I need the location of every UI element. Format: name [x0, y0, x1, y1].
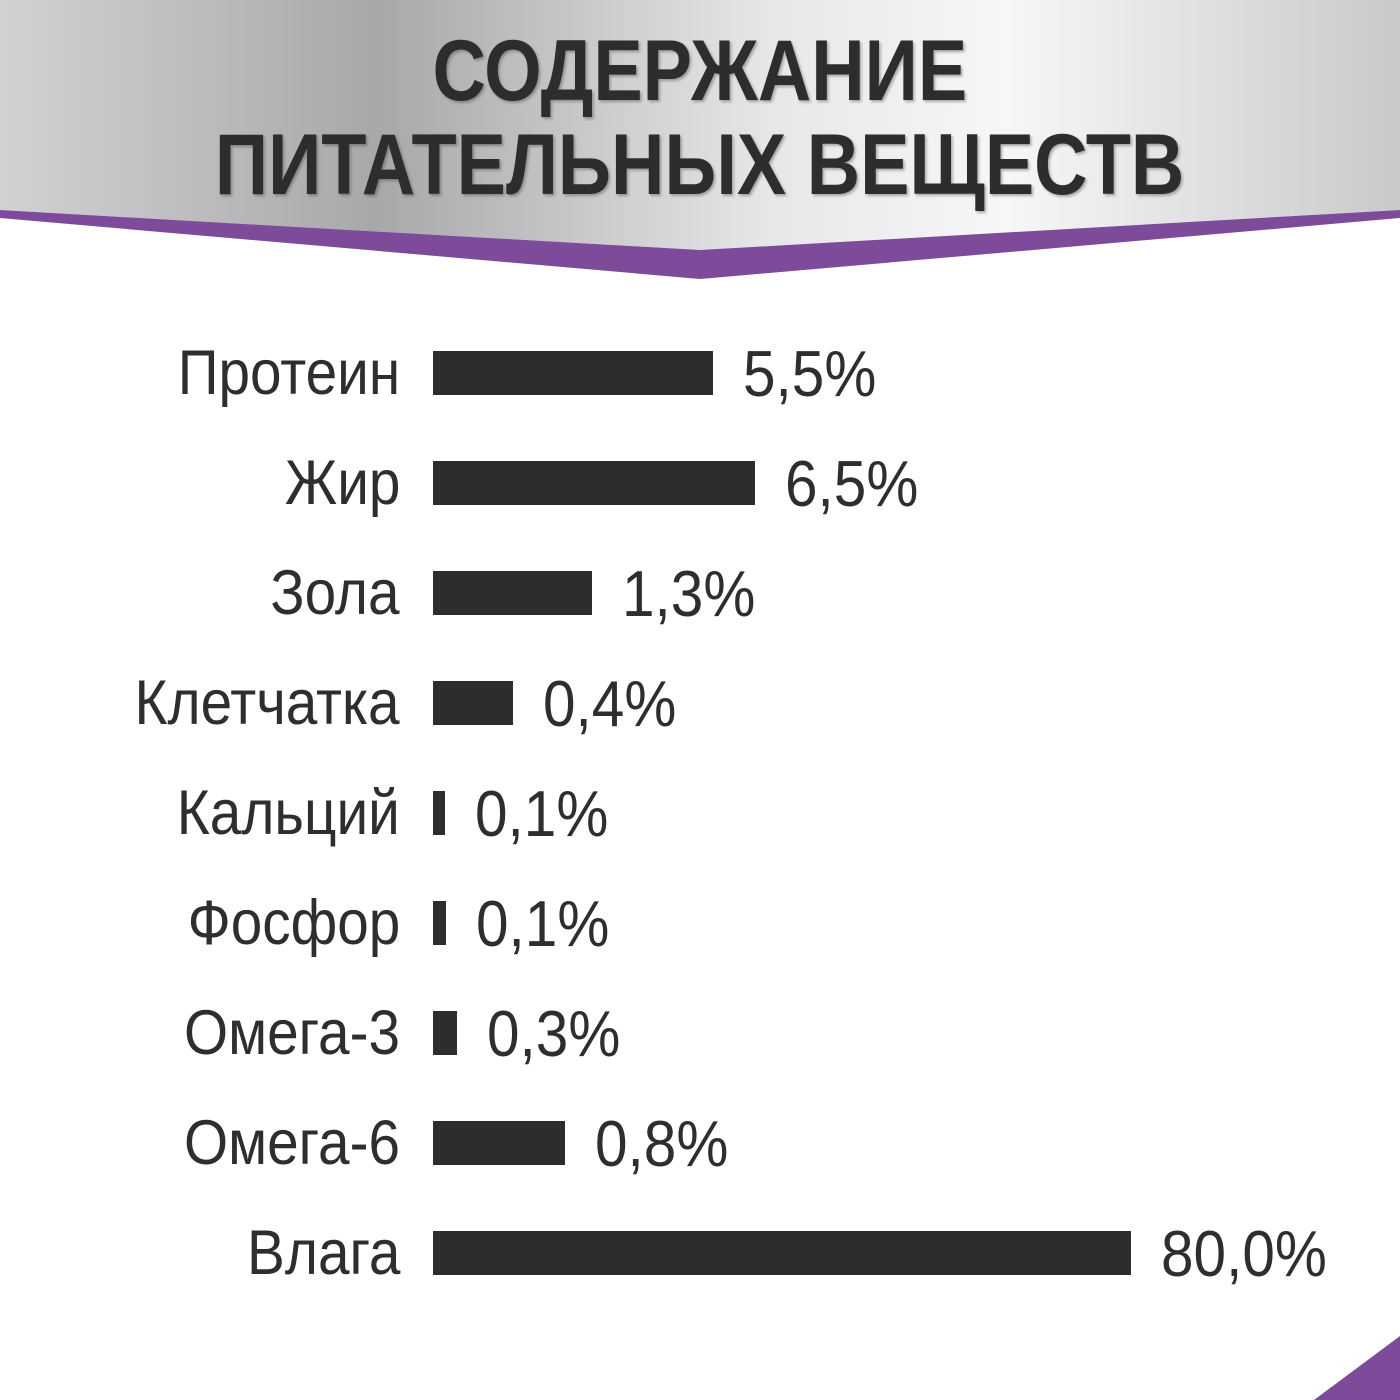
chart-row: Влага 80,0%	[0, 1198, 1400, 1308]
row-label: Омега-6	[183, 1108, 400, 1178]
corner-accent-triangle	[1314, 1336, 1400, 1400]
chart-row: Омега-6 0,8%	[0, 1088, 1400, 1198]
row-bar	[433, 901, 446, 945]
row-bar	[433, 1121, 565, 1165]
silver-band	[0, 0, 1400, 250]
row-bar	[433, 571, 592, 615]
chart-row: Кальций 0,1%	[0, 758, 1400, 868]
row-value: 5,5%	[743, 336, 877, 410]
row-bar	[433, 351, 713, 395]
row-value: 0,1%	[475, 776, 609, 850]
chart-row: Протеин 5,5%	[0, 318, 1400, 428]
row-label: Влага	[246, 1218, 400, 1288]
row-value: 0,1%	[476, 886, 610, 960]
row-bar	[433, 1231, 1131, 1275]
row-label: Фосфор	[187, 888, 400, 958]
chart-row: Клетчатка 0,4%	[0, 648, 1400, 758]
chart-row: Зола 1,3%	[0, 538, 1400, 648]
chart-row: Фосфор 0,1%	[0, 868, 1400, 978]
chart-row: Жир 6,5%	[0, 428, 1400, 538]
row-value: 0,4%	[543, 666, 677, 740]
row-value: 6,5%	[785, 446, 919, 520]
row-bar	[433, 681, 513, 725]
header-banner-shape	[0, 0, 1400, 279]
page-title-line2: ПИТАТЕЛЬНЫХ ВЕЩЕСТВ	[215, 117, 1185, 213]
row-value: 0,3%	[487, 996, 621, 1070]
row-value: 80,0%	[1161, 1216, 1327, 1290]
purple-chevron	[0, 210, 1400, 279]
row-label: Зола	[270, 558, 400, 628]
row-label: Протеин	[177, 338, 400, 408]
row-value: 1,3%	[622, 556, 756, 630]
header-banner: СОДЕРЖАНИЕ ПИТАТЕЛЬНЫХ ВЕЩЕСТВ	[0, 0, 1400, 290]
chart-row: Омега-3 0,3%	[0, 978, 1400, 1088]
nutrient-bar-chart: Протеин 5,5% Жир 6,5% Зола 1,3% Клетчатка 0,4% К…	[0, 318, 1400, 1308]
row-bar	[433, 1011, 457, 1055]
row-bar	[433, 791, 445, 835]
row-label: Клетчатка	[134, 668, 400, 738]
row-value: 0,8%	[595, 1106, 729, 1180]
page-title: СОДЕРЖАНИЕ ПИТАТЕЛЬНЫХ ВЕЩЕСТВ	[0, 24, 1400, 212]
row-label: Жир	[284, 448, 400, 518]
page-title-line1: СОДЕРЖАНИЕ	[432, 23, 968, 119]
row-label: Омега-3	[183, 998, 400, 1068]
row-label: Кальций	[176, 778, 400, 848]
row-bar	[433, 461, 755, 505]
